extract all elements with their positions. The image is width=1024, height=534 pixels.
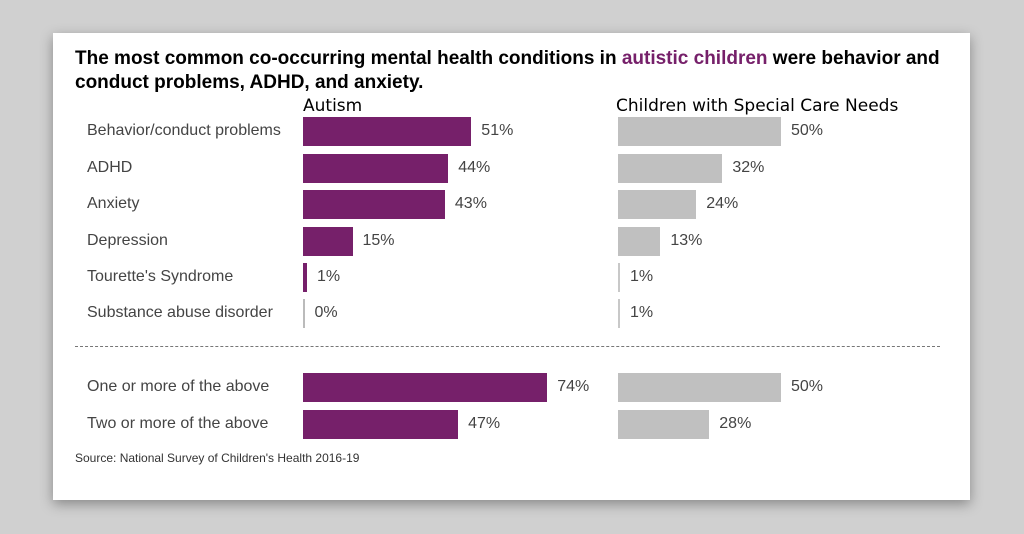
value-label: 50% [791, 378, 824, 395]
bar-autism [303, 190, 445, 219]
series-header-autism: Autism [303, 96, 363, 116]
category-label: Substance abuse disorder [87, 304, 273, 321]
bar-autism [303, 410, 459, 439]
category-label: Anxiety [87, 195, 140, 212]
value-label: 24% [706, 195, 739, 212]
bar-scn [618, 373, 781, 402]
bar-autism [303, 299, 305, 328]
title-highlight: autistic children [621, 48, 768, 69]
bar-autism [303, 227, 353, 256]
value-label: 51% [481, 122, 514, 139]
bar-scn [618, 117, 781, 146]
bar-autism [303, 117, 472, 146]
bar-autism [303, 154, 449, 183]
divider-line [75, 346, 940, 347]
value-label: 47% [468, 415, 501, 432]
category-label: One or more of the above [87, 378, 270, 395]
chart-card: The most common co-occurring mental heal… [53, 33, 970, 500]
value-label: 74% [557, 378, 590, 395]
bar-autism [303, 373, 548, 402]
title-text-end: were behavior and conduct problems, ADHD… [75, 48, 940, 93]
value-label: 1% [317, 268, 341, 285]
bar-scn [618, 299, 620, 328]
value-label: 13% [670, 232, 703, 249]
title-text: The most common co-occurring mental heal… [75, 48, 622, 69]
value-label: 32% [732, 159, 765, 176]
category-label: Behavior/conduct problems [87, 122, 281, 139]
category-label: Tourette's Syndrome [87, 268, 234, 285]
value-label: 1% [630, 268, 654, 285]
value-label: 44% [458, 159, 491, 176]
bar-autism [303, 263, 307, 292]
chart-title: The most common co-occurring mental heal… [75, 47, 955, 95]
category-label: Two or more of the above [87, 415, 269, 432]
bar-scn [618, 190, 697, 219]
series-header-scn: Children with Special Care Needs [616, 96, 899, 116]
value-label: 28% [719, 415, 752, 432]
value-label: 50% [791, 122, 824, 139]
category-label: ADHD [87, 159, 133, 176]
bar-scn [618, 227, 661, 256]
value-label: 1% [630, 304, 654, 321]
bar-scn [618, 263, 620, 292]
source-note: Source: National Survey of Children's He… [75, 451, 360, 465]
bar-scn [618, 410, 710, 439]
value-label: 43% [454, 195, 487, 212]
category-label: Depression [87, 232, 168, 249]
value-label: 15% [362, 232, 395, 249]
bar-scn [618, 154, 723, 183]
value-label: 0% [314, 304, 338, 321]
